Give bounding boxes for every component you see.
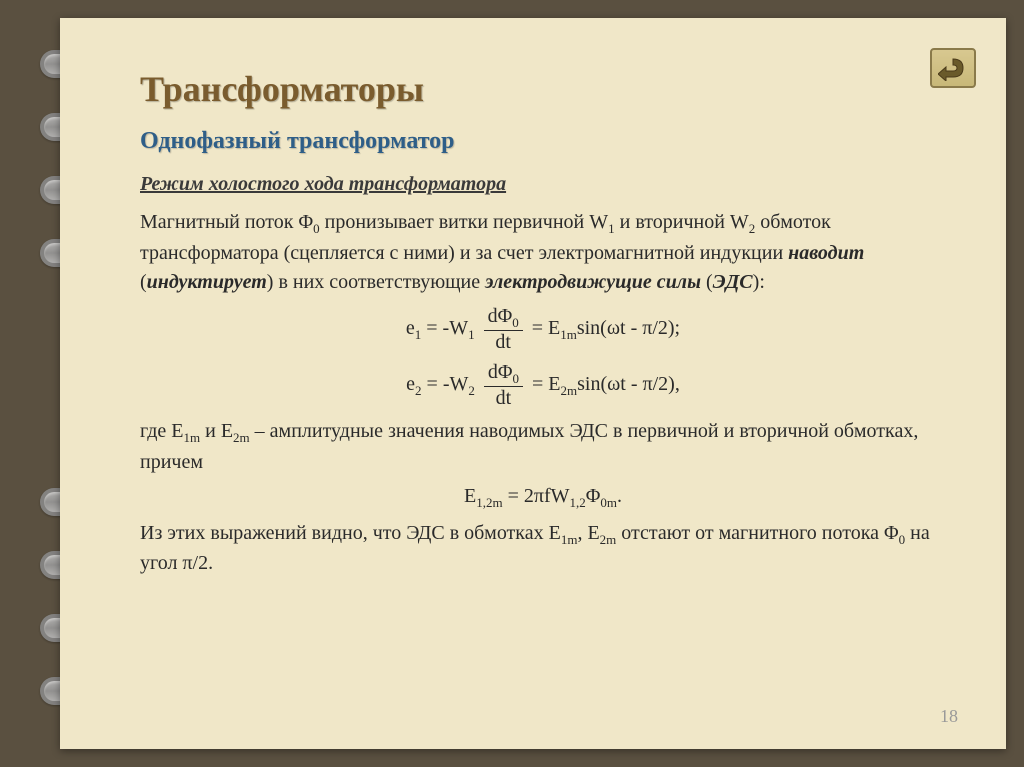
page-subtitle: Однофазный трансформатор <box>140 128 946 155</box>
back-button[interactable] <box>930 48 976 88</box>
section-heading: Режим холостого хода трансформатора <box>140 173 946 196</box>
equation-3: E1,2m = 2πfW1,2Φ0m. <box>140 485 946 510</box>
slide-page: Трансформаторы Однофазный трансформатор … <box>60 18 1006 749</box>
page-number: 18 <box>940 706 958 727</box>
equation-1: e1 = -W1 dΦ0dt = E1msin(ωt - π/2); <box>140 305 946 353</box>
page-title: Трансформаторы <box>140 68 946 110</box>
paragraph-1: Магнитный поток Φ0 пронизывает витки пер… <box>140 208 946 297</box>
paragraph-2: где E1m и E2m – амплитудные значения нав… <box>140 417 946 477</box>
paragraph-3: Из этих выражений видно, что ЭДС в обмот… <box>140 519 946 579</box>
u-turn-icon <box>938 55 968 81</box>
equation-2: e2 = -W2 dΦ0dt = E2msin(ωt - π/2), <box>140 361 946 409</box>
